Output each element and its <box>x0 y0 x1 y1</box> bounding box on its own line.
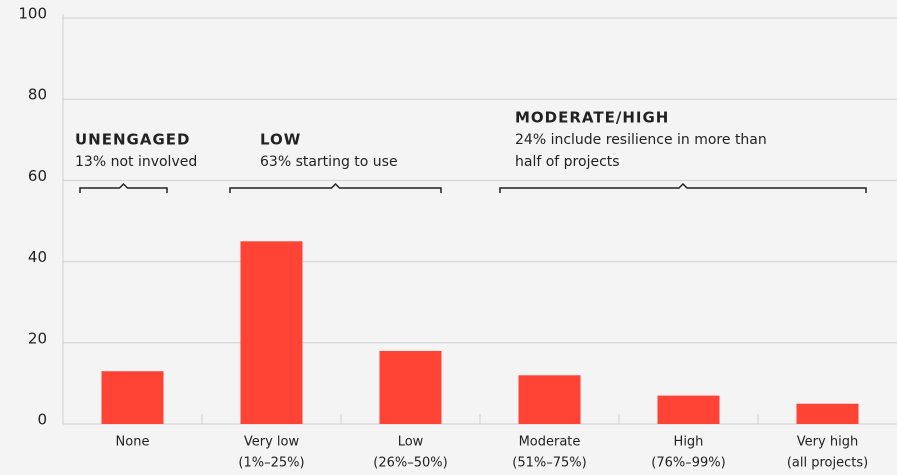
bracket <box>79 182 168 193</box>
bar <box>518 375 581 424</box>
x-tick-label: Very high <box>797 435 858 450</box>
annotation-title: UNENGAGED <box>75 131 190 149</box>
y-tick-label: 60 <box>28 167 47 185</box>
y-tick-label: 80 <box>28 86 47 104</box>
y-tick-label: 100 <box>18 5 47 23</box>
bar <box>796 403 859 424</box>
x-tick-label: None <box>116 435 150 450</box>
y-tick-label: 20 <box>28 329 47 347</box>
x-tick-label: (26%–50%) <box>373 456 447 471</box>
x-tick-label: Very low <box>244 435 300 450</box>
x-tick-label: (51%–75%) <box>512 456 586 471</box>
x-tick-label: Low <box>398 435 424 450</box>
annotation-text: half of projects <box>515 154 620 170</box>
annotation-title: LOW <box>260 131 301 149</box>
y-tick-label: 0 <box>37 411 47 429</box>
bracket <box>229 182 442 193</box>
annotation-text: 63% starting to use <box>260 154 398 170</box>
x-tick-label: (1%–25%) <box>238 456 304 471</box>
x-tick-label: (76%–99%) <box>651 456 725 471</box>
x-tick-label: Moderate <box>519 435 581 450</box>
y-tick-label: 40 <box>28 248 47 266</box>
bar <box>101 371 164 424</box>
bar <box>240 241 303 424</box>
x-tick-label: High <box>674 435 704 450</box>
x-tick-label: (all projects) <box>787 456 868 471</box>
bar <box>379 350 442 424</box>
annotation-text: 13% not involved <box>75 154 197 170</box>
bar <box>657 395 720 424</box>
annotation-text: 24% include resilience in more than <box>515 132 767 148</box>
bracket <box>499 182 867 193</box>
annotation-title: MODERATE/HIGH <box>515 109 669 127</box>
